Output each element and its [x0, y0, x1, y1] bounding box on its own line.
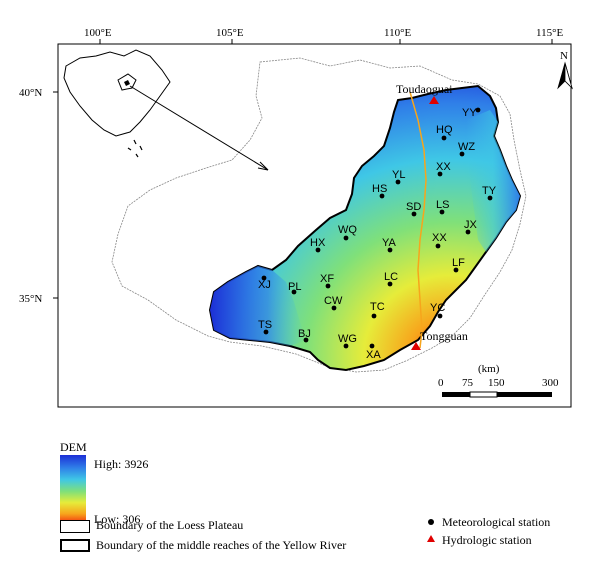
lat-tick-40: 40°N [19, 87, 42, 99]
north-label: N [560, 50, 568, 62]
station-ls: LS [436, 199, 449, 211]
scale-bar [442, 391, 552, 398]
station-bj: BJ [298, 328, 311, 340]
scale-label-300: 300 [542, 377, 559, 389]
dem-legend-title: DEM [60, 440, 87, 454]
met-station-legend-label: Meteorological station [442, 515, 551, 529]
place-toudaoguai: Toudaoguai [396, 82, 453, 96]
scale-label-0: 0 [438, 377, 444, 389]
legend: DEM High: 3926 Low: 306 Boundary of the … [56, 440, 596, 570]
station-xx-south: XX [432, 232, 447, 244]
lat-tick-35: 35°N [19, 293, 42, 305]
middle-reaches-swatch [60, 539, 90, 552]
met-stations [261, 107, 493, 349]
station-tc: TC [370, 301, 385, 313]
map-svg: 100°E 105°E 110°E 115°E 40°N 35°N N (km)… [19, 27, 573, 408]
china-inset [63, 49, 171, 158]
station-hq: HQ [436, 124, 453, 136]
lon-tick-105: 105°E [216, 27, 244, 39]
station-hs: HS [372, 183, 387, 195]
station-xa: XA [366, 349, 381, 361]
inset-pointer-arrow [129, 85, 269, 171]
yellow-river [409, 91, 427, 349]
hydro-station-legend-icon [427, 535, 435, 542]
loess-boundary-label: Boundary of the Loess Plateau [96, 518, 244, 532]
lon-tick-110: 110°E [384, 27, 411, 39]
hydro-station-legend-label: Hydrologic station [442, 533, 532, 547]
station-wq: WQ [338, 224, 357, 236]
station-ty: TY [482, 185, 497, 197]
station-ts: TS [258, 319, 272, 331]
station-hx: HX [310, 237, 326, 249]
lon-tick-115: 115°E [536, 27, 563, 39]
met-station-legend-icon [428, 519, 434, 525]
hydro-station-toudaoguai [429, 96, 439, 104]
hydro-station-tongguan [411, 342, 421, 350]
station-yy: YY [462, 107, 477, 119]
station-wg: WG [338, 333, 357, 345]
scale-label-75: 75 [462, 377, 474, 389]
station-lc: LC [384, 271, 398, 283]
station-lf: LF [452, 257, 465, 269]
scale-label-150: 150 [488, 377, 505, 389]
place-tongguan: Tongguan [420, 329, 468, 343]
station-jx: JX [464, 219, 478, 231]
station-yc: YC [430, 302, 445, 314]
station-xx-north: XX [436, 161, 451, 173]
loess-boundary-swatch [60, 520, 90, 533]
dem-color-ramp [60, 455, 86, 525]
lon-tick-100: 100°E [84, 27, 112, 39]
graticule-ticks [53, 39, 553, 299]
scale-unit: (km) [478, 363, 500, 375]
dem-east-highland [466, 110, 520, 252]
dem-west-highland [210, 266, 306, 346]
station-cw: CW [324, 295, 343, 307]
station-ya: YA [382, 237, 397, 249]
station-xf: XF [320, 273, 334, 285]
loess-plateau-boundary [111, 57, 527, 373]
station-xj: XJ [258, 279, 271, 291]
station-wz: WZ [458, 141, 475, 153]
station-yl: YL [392, 169, 405, 181]
dem-high-label: High: 3926 [94, 457, 149, 471]
middle-reaches-label: Boundary of the middle reaches of the Ye… [96, 538, 347, 552]
inset-pointer-arrowhead [257, 161, 269, 171]
station-pl: PL [288, 281, 301, 293]
station-sd: SD [406, 201, 421, 213]
dem-low-label: Low: 306 [94, 512, 141, 526]
